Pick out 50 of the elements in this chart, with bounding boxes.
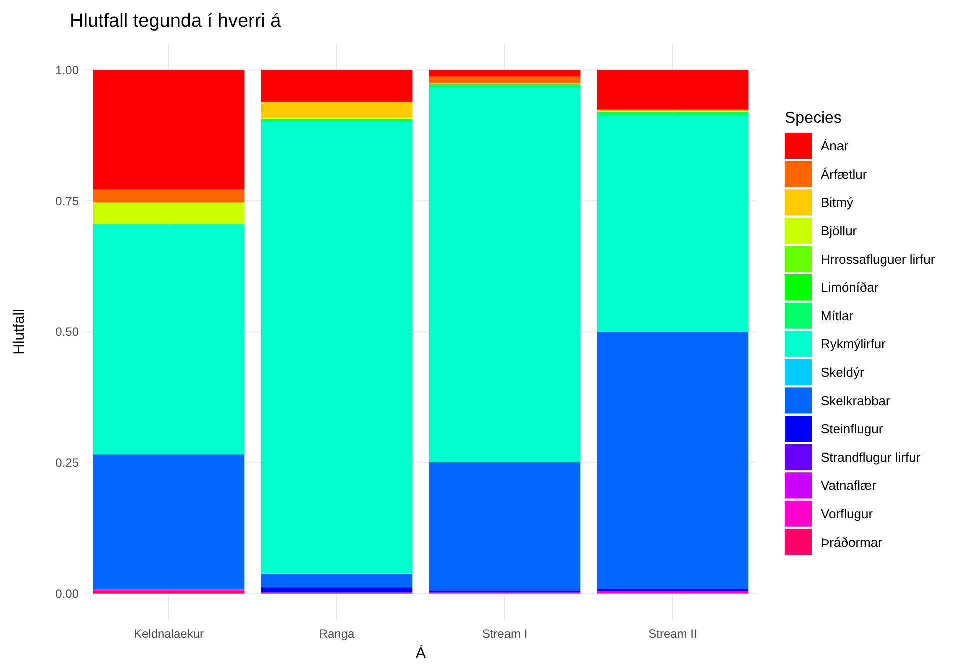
bar [93, 590, 245, 594]
bar [261, 102, 413, 118]
x-tick-label: Stream I [482, 627, 528, 641]
bar [597, 116, 749, 332]
bar [261, 70, 413, 102]
legend-label: Steinflugur [821, 422, 884, 437]
bar [429, 87, 581, 462]
bar [261, 588, 413, 593]
y-tick-label: 0.25 [56, 456, 80, 470]
legend-label: Vorflugur [821, 506, 874, 522]
legend-label: Strandflugur lirfur [821, 450, 922, 465]
legend-label: Árfætlur [821, 166, 868, 182]
legend-label: Hrrossafluguer lirfur [821, 252, 936, 267]
legend-label: Bitmý [821, 195, 854, 210]
legend-label: Mítlar [821, 308, 854, 324]
x-tick-label: Keldnalaekur [134, 627, 204, 641]
bar [261, 119, 413, 122]
bar [261, 574, 413, 588]
bar [93, 454, 245, 590]
legend-label: Skeldýr [821, 364, 866, 380]
bar [597, 70, 749, 110]
bar [429, 70, 581, 76]
legend-label: Vatnaflær [821, 478, 878, 494]
x-tick-label: Ranga [319, 627, 355, 641]
y-tick-label: 0.00 [56, 587, 80, 602]
bar [597, 332, 749, 590]
y-tick-label: 0.75 [56, 194, 80, 208]
bar [429, 84, 581, 88]
bar [597, 591, 749, 594]
y-tick-label: 0.50 [56, 325, 80, 340]
legend-label: Rykmýlirfur [821, 336, 887, 352]
chart-title: Hlutfall tegunda í hverri á [70, 11, 282, 32]
legend-label: Bjöllur [821, 223, 858, 238]
y-axis-title: Hlutfall [11, 309, 28, 355]
bar [93, 224, 245, 455]
legend-label: Skelkrabbar [821, 393, 892, 408]
x-axis-title: Á [416, 644, 426, 662]
bar [93, 190, 245, 203]
bar [429, 462, 581, 591]
bar [93, 202, 245, 224]
legend-label: Ánar [821, 138, 850, 154]
bar [597, 112, 749, 116]
bar [429, 76, 581, 84]
x-tick-label: Stream II [648, 627, 698, 641]
bar [261, 122, 413, 574]
legend-title: Species [785, 110, 842, 127]
bar [93, 70, 245, 190]
legend-label: Limóníðar [821, 280, 880, 296]
legend-label: Þráðormar [821, 534, 884, 550]
y-tick-label: 1.00 [56, 63, 80, 78]
